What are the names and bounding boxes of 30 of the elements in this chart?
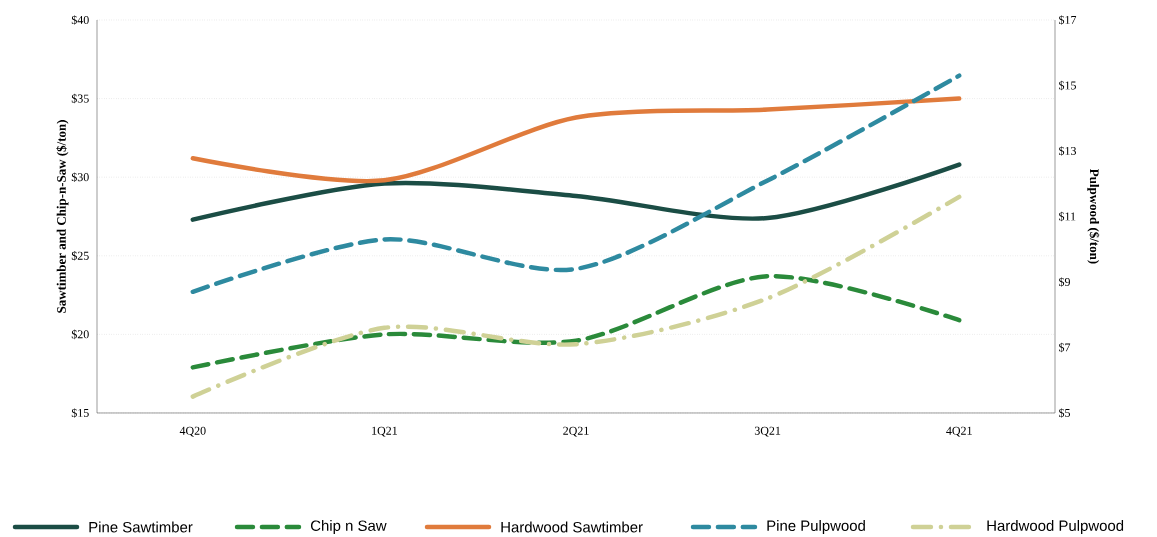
legend-label: Hardwood Sawtimber [501, 521, 643, 533]
y-tick-label: $25 [71, 251, 89, 261]
y2-tick-label: $17 [1059, 15, 1077, 25]
legend-label: Pine Sawtimber [89, 521, 193, 533]
legend-label: Hardwood Pulpwood [987, 520, 1124, 534]
y2-tick-label: $5 [1059, 408, 1071, 418]
line-series [190, 194, 962, 399]
line-series [190, 162, 962, 222]
line-series [190, 273, 962, 370]
legend-label: Pine Pulpwood [767, 520, 865, 534]
line-series [190, 73, 962, 295]
x-tick-label: 3Q21 [754, 426, 781, 437]
x-tick-label: 2Q21 [563, 426, 589, 437]
legend-label: Chip n Saw [310, 520, 387, 534]
x-tick-label: 1Q21 [372, 426, 397, 437]
y2-tick-label: $11 [1059, 211, 1076, 222]
y-axis-title: Sawtimber and Chip-n-Saw ($/ton) [56, 120, 69, 313]
y-tick-label: $20 [71, 329, 89, 340]
y-tick-label: $15 [71, 408, 89, 418]
y2-axis-title: Pulpwood ($/ton) [1087, 169, 1100, 264]
line-series [190, 96, 962, 184]
y2-tick-label: $7 [1059, 342, 1071, 353]
x-tick-label: 4Q21 [946, 426, 972, 437]
y-tick-label: $40 [71, 15, 89, 25]
y2-tick-label: $9 [1059, 277, 1070, 287]
y-tick-label: $35 [71, 93, 89, 104]
x-tick-label: 4Q20 [179, 426, 206, 437]
y-tick-label: $30 [71, 172, 89, 182]
y2-tick-label: $13 [1059, 146, 1076, 156]
y2-tick-label: $15 [1059, 80, 1076, 91]
